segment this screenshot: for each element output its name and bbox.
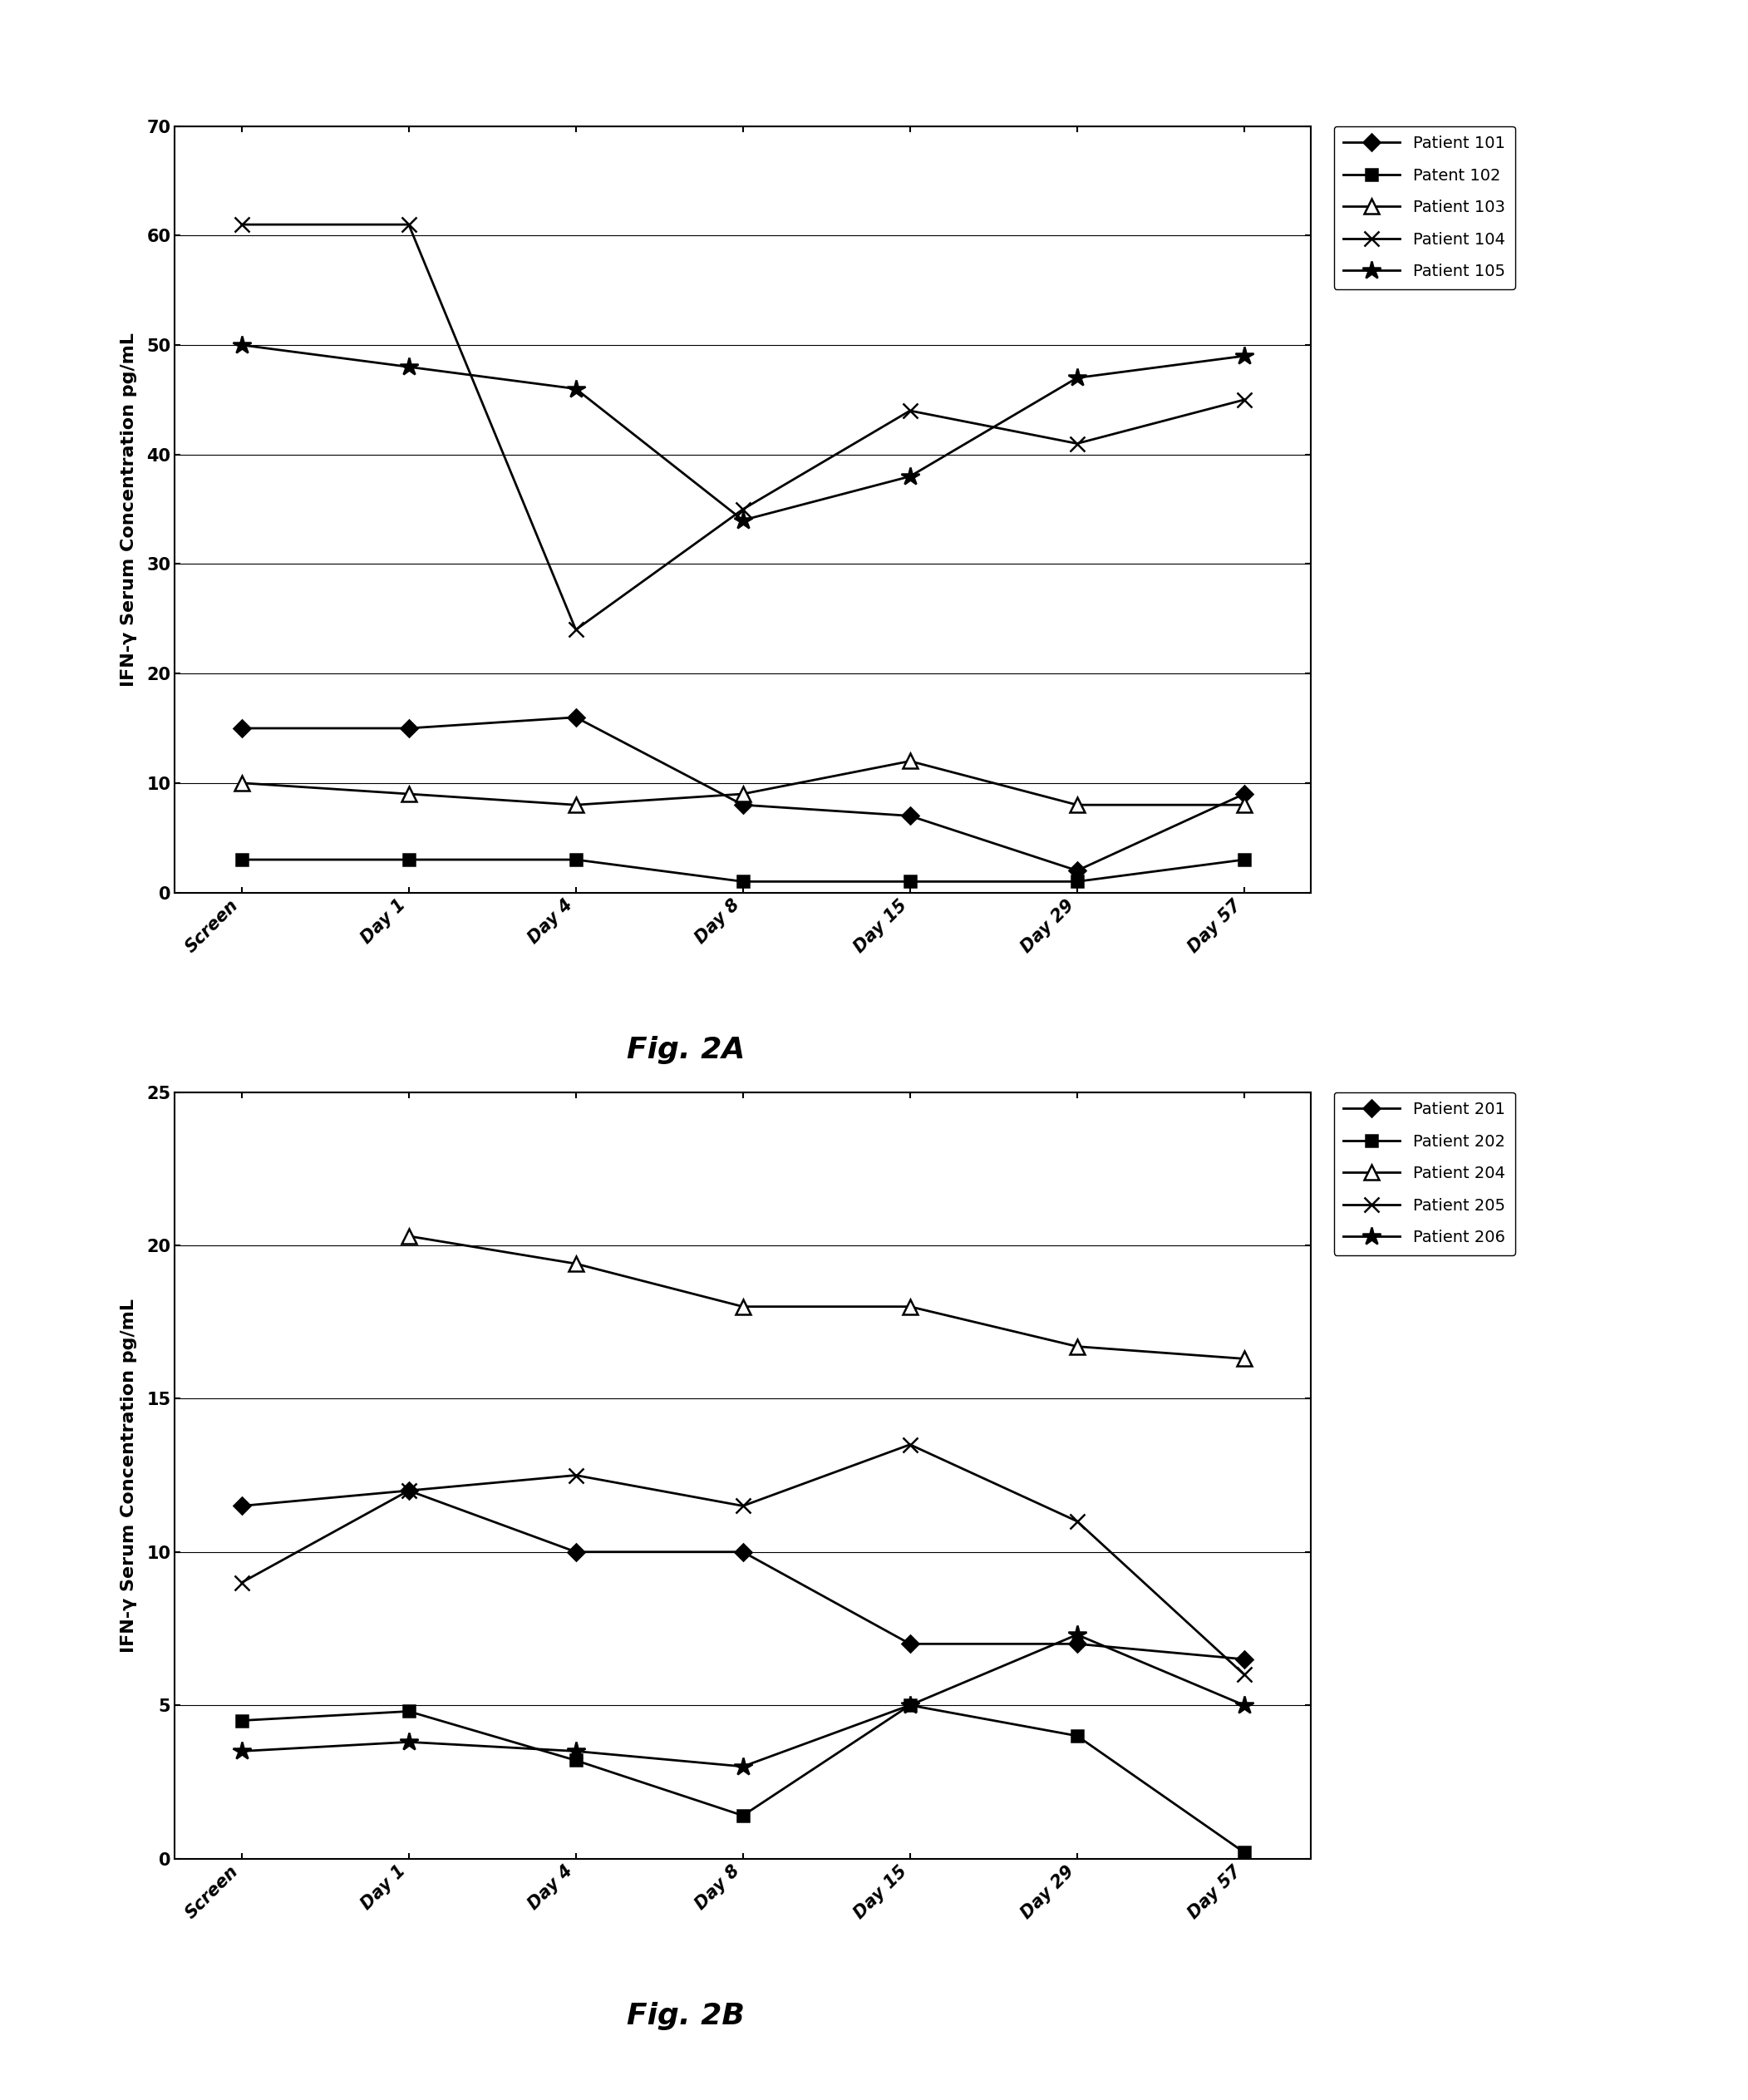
Patient 201 <box>1234 1646 1255 1672</box>
Patient 201 <box>732 1539 753 1564</box>
Patient 101 <box>732 792 753 817</box>
Patient 206 <box>900 1693 921 1718</box>
Patient 101 <box>565 706 586 731</box>
Patient 103 <box>1234 792 1255 817</box>
Patient 204 <box>1066 1334 1087 1359</box>
Text: Fig. 2A: Fig. 2A <box>628 1035 745 1065</box>
Patient 205 <box>732 1493 753 1518</box>
Patient 204 <box>565 1252 586 1277</box>
Patient 104 <box>399 212 420 237</box>
Patient 205 <box>1234 1661 1255 1686</box>
Patient 104 <box>565 617 586 643</box>
Patent 102 <box>900 869 921 895</box>
Patient 104 <box>900 399 921 424</box>
Patient 103 <box>1066 792 1087 817</box>
Patient 202 <box>399 1699 420 1724</box>
Patient 103 <box>565 792 586 817</box>
Patient 105 <box>565 376 586 401</box>
Patent 102 <box>565 846 586 872</box>
Line: Patient 104: Patient 104 <box>234 216 1252 636</box>
Patient 104 <box>231 212 252 237</box>
Patient 101 <box>1234 781 1255 806</box>
Line: Patient 103: Patient 103 <box>234 754 1252 813</box>
Patient 202 <box>565 1747 586 1772</box>
Patent 102 <box>231 846 252 872</box>
Patient 202 <box>732 1804 753 1829</box>
Patient 204 <box>900 1294 921 1319</box>
Patient 103 <box>399 781 420 806</box>
Patient 202 <box>1234 1840 1255 1865</box>
Patient 101 <box>231 716 252 741</box>
Patient 201 <box>1066 1632 1087 1657</box>
Patient 202 <box>231 1707 252 1732</box>
Patient 105 <box>231 332 252 357</box>
Patient 205 <box>1066 1508 1087 1533</box>
Patent 102 <box>1066 869 1087 895</box>
Patient 103 <box>732 781 753 806</box>
Patient 105 <box>900 464 921 489</box>
Patient 103 <box>231 771 252 796</box>
Patient 206 <box>1234 1693 1255 1718</box>
Line: Patient 206: Patient 206 <box>232 1625 1253 1777</box>
Patient 201 <box>399 1478 420 1504</box>
Patient 201 <box>900 1632 921 1657</box>
Patent 102 <box>1234 846 1255 872</box>
Patient 104 <box>1234 386 1255 412</box>
Patient 105 <box>399 355 420 380</box>
Patient 104 <box>1066 430 1087 456</box>
Patient 206 <box>399 1730 420 1756</box>
Patient 201 <box>231 1493 252 1518</box>
Patient 206 <box>1066 1621 1087 1646</box>
Patient 103 <box>900 748 921 773</box>
Line: Patient 202: Patient 202 <box>236 1699 1250 1859</box>
Line: Patient 201: Patient 201 <box>236 1485 1250 1665</box>
Y-axis label: IFN-γ Serum Concentration pg/mL: IFN-γ Serum Concentration pg/mL <box>121 1298 138 1653</box>
Patient 201 <box>565 1539 586 1564</box>
Patient 105 <box>1066 365 1087 391</box>
Patent 102 <box>732 869 753 895</box>
Patient 105 <box>732 508 753 533</box>
Legend: Patient 201, Patient 202, Patient 204, Patient 205, Patient 206: Patient 201, Patient 202, Patient 204, P… <box>1334 1092 1516 1256</box>
Patient 205 <box>399 1478 420 1504</box>
Patient 105 <box>1234 344 1255 370</box>
Patient 202 <box>1066 1724 1087 1749</box>
Patient 104 <box>732 498 753 523</box>
Patient 205 <box>231 1571 252 1596</box>
Line: Patient 105: Patient 105 <box>232 336 1253 529</box>
Patent 102 <box>399 846 420 872</box>
Patient 202 <box>900 1693 921 1718</box>
Patient 101 <box>900 804 921 830</box>
Text: Fig. 2B: Fig. 2B <box>628 2001 745 2031</box>
Line: Patent 102: Patent 102 <box>236 855 1250 888</box>
Patient 204 <box>399 1224 420 1250</box>
Patient 206 <box>732 1754 753 1779</box>
Line: Patient 204: Patient 204 <box>402 1228 1252 1367</box>
Patient 205 <box>900 1432 921 1457</box>
Line: Patient 101: Patient 101 <box>236 712 1250 876</box>
Patient 101 <box>1066 859 1087 884</box>
Patient 206 <box>231 1739 252 1764</box>
Line: Patient 205: Patient 205 <box>234 1436 1252 1682</box>
Patient 204 <box>1234 1346 1255 1371</box>
Y-axis label: IFN-γ Serum Concentration pg/mL: IFN-γ Serum Concentration pg/mL <box>121 332 138 687</box>
Legend: Patient 101, Patent 102, Patient 103, Patient 104, Patient 105: Patient 101, Patent 102, Patient 103, Pa… <box>1334 126 1516 290</box>
Patient 204 <box>732 1294 753 1319</box>
Patient 206 <box>565 1739 586 1764</box>
Patient 205 <box>565 1462 586 1487</box>
Patient 101 <box>399 716 420 741</box>
